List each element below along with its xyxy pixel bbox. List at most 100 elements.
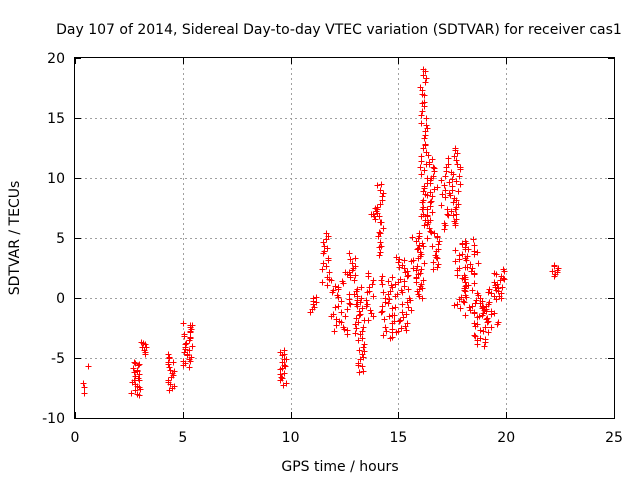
data-point [188, 354, 195, 361]
x-tick-label: 25 [605, 430, 623, 446]
data-point [359, 305, 366, 312]
data-point [281, 347, 288, 354]
data-point [357, 311, 364, 318]
data-point [360, 344, 367, 351]
data-point [377, 230, 384, 237]
data-point [423, 115, 430, 122]
data-point [462, 238, 469, 245]
data-point [189, 343, 196, 350]
data-point [139, 344, 146, 351]
data-point [319, 266, 326, 273]
data-point [488, 308, 495, 315]
data-point [471, 280, 478, 287]
data-point [441, 220, 448, 227]
data-point [453, 157, 460, 164]
data-point [416, 286, 423, 293]
data-point [429, 156, 436, 163]
data-point [360, 324, 367, 331]
data-point [128, 390, 135, 397]
data-point [356, 369, 363, 376]
data-point [461, 272, 468, 279]
data-point [320, 239, 327, 246]
data-point [180, 320, 187, 327]
data-point [485, 329, 492, 336]
data-point [392, 304, 399, 311]
data-point [408, 307, 415, 314]
data-point [471, 248, 478, 255]
plot-frame [74, 57, 615, 419]
data-point [425, 152, 432, 159]
data-point [498, 273, 505, 280]
data-point [438, 202, 445, 209]
data-point [453, 178, 460, 185]
data-point [376, 229, 383, 236]
data-point [342, 313, 349, 320]
data-point [344, 306, 351, 313]
data-point [428, 229, 435, 236]
data-point [136, 361, 143, 368]
data-point [486, 286, 493, 293]
data-point [456, 265, 463, 272]
data-point [358, 295, 365, 302]
data-point [450, 212, 457, 219]
data-point [471, 320, 478, 327]
data-point [476, 313, 483, 320]
data-point [319, 279, 326, 286]
data-point [396, 318, 403, 325]
data-point [418, 281, 425, 288]
data-point [452, 258, 459, 265]
data-point [349, 260, 356, 267]
data-point [415, 245, 422, 252]
data-point [355, 319, 362, 326]
data-point [328, 277, 335, 284]
data-point [405, 286, 412, 293]
data-point [361, 348, 368, 355]
data-point [279, 375, 286, 382]
y-tick-label: -10 [42, 411, 65, 427]
data-point [181, 331, 188, 338]
data-point [377, 249, 384, 256]
data-point [500, 266, 507, 273]
data-point [381, 316, 388, 323]
data-point [449, 176, 456, 183]
data-point [429, 243, 436, 250]
data-point [355, 337, 362, 344]
data-point [491, 279, 498, 286]
data-point [469, 265, 476, 272]
data-point [495, 319, 502, 326]
data-point [372, 216, 379, 223]
data-point [422, 141, 429, 148]
data-point [385, 300, 392, 307]
data-point [406, 295, 413, 302]
data-point [422, 79, 429, 86]
x-tick-label: 20 [497, 430, 515, 446]
data-point [477, 335, 484, 342]
data-point [427, 189, 434, 196]
data-point [452, 145, 459, 152]
data-point [480, 328, 487, 335]
data-point [281, 370, 288, 377]
data-point [429, 209, 436, 216]
data-point [130, 365, 137, 372]
data-point [132, 373, 139, 380]
data-point [359, 363, 366, 370]
data-point [330, 311, 337, 318]
data-point [457, 164, 464, 171]
data-point [132, 360, 139, 367]
data-point [352, 272, 359, 279]
data-point [428, 198, 435, 205]
data-point [332, 283, 339, 290]
data-point [380, 190, 387, 197]
data-point [441, 226, 448, 233]
data-point [403, 311, 410, 318]
data-point [391, 312, 398, 319]
data-point [389, 326, 396, 333]
data-point [387, 288, 394, 295]
y-axis-label: SDTVAR / TECUs [7, 181, 23, 296]
data-point [359, 335, 366, 342]
data-point [380, 332, 387, 339]
data-point [488, 324, 495, 331]
data-point [424, 192, 431, 199]
x-tick-label: 0 [71, 430, 80, 446]
